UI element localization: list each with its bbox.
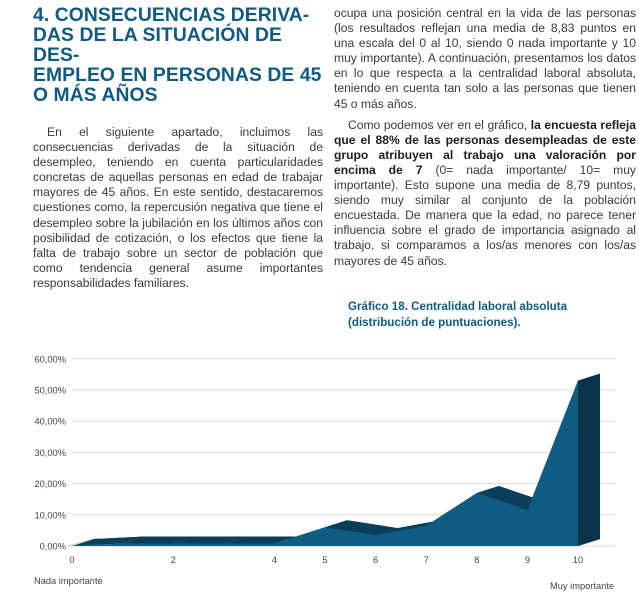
chart-caption-line: Gráfico 18. Centralidad laboral absoluta (348, 300, 568, 313)
x-tick-label: 8 (474, 555, 479, 565)
x-tick-label: 9 (525, 555, 530, 565)
y-tick-label: 0,00% (40, 542, 66, 552)
body-paragraph-2: Como podemos ver en el gráfico, la encue… (334, 118, 636, 269)
heading-line: 4. CONSECUENCIAS DERIVA- (33, 5, 310, 26)
x-tick-label: 0 (69, 555, 74, 565)
x-axis-left-label: Nada importante (34, 576, 103, 586)
area-series-top-face (325, 520, 398, 536)
chart-caption: Gráfico 18. Centralidad laboral absoluta… (348, 299, 618, 331)
area-series-top-face (375, 518, 449, 536)
area-chart: 0,00% 10,00% 20,00% 30,00% 40,00% 50,00% 60,00… (34, 354, 615, 565)
area-series-top-face (223, 536, 297, 544)
chart-caption-line: (distribución de puntuaciones). (348, 316, 521, 329)
area-series-top-face (173, 536, 246, 544)
section-heading: 4. CONSECUENCIAS DERIVA- DAS DE LA SITUA… (33, 6, 323, 106)
left-column: 4. CONSECUENCIAS DERIVA- DAS DE LA SITUA… (33, 6, 323, 291)
paragraph-text: Como podemos ver en el gráfico, (348, 117, 531, 132)
y-tick-label: 60,00% (34, 354, 66, 364)
area-series-top-face (72, 536, 145, 546)
area-series-top-face (122, 536, 196, 544)
y-tick-label: 40,00% (34, 417, 66, 427)
x-tick-label: 2 (171, 555, 176, 565)
x-tick-label: 7 (424, 555, 429, 565)
y-tick-label: 20,00% (34, 479, 66, 489)
body-paragraph-1: ocupa una posición central en la vida de… (334, 6, 636, 111)
area-series-end-face (578, 373, 600, 546)
area-series (72, 380, 578, 546)
paragraph-text: (0= nada importante/ 10= muy importante)… (334, 162, 636, 268)
y-tick-label: 10,00% (34, 510, 66, 520)
heading-line: DAS DE LA SITUACIÓN DE DES- (33, 25, 282, 66)
heading-line: O MÁS AÑOS (33, 85, 158, 106)
right-column: ocupa una posición central en la vida de… (334, 6, 636, 269)
x-tick-label: 10 (573, 555, 583, 565)
x-tick-label: 6 (373, 555, 378, 565)
x-axis-right-label: Muy importante (550, 581, 615, 591)
x-tick-label: 4 (272, 555, 277, 565)
heading-line: EMPLEO EN PERSONAS DE 45 (33, 65, 322, 86)
paragraph-highlight: la encuesta refleja que el 88% de las pe… (334, 117, 636, 177)
y-tick-label: 50,00% (34, 386, 66, 396)
intro-paragraph: En el siguiente apartado, incluimos las … (33, 125, 323, 290)
y-tick-label: 30,00% (34, 448, 66, 458)
x-tick-label: 5 (322, 555, 327, 565)
